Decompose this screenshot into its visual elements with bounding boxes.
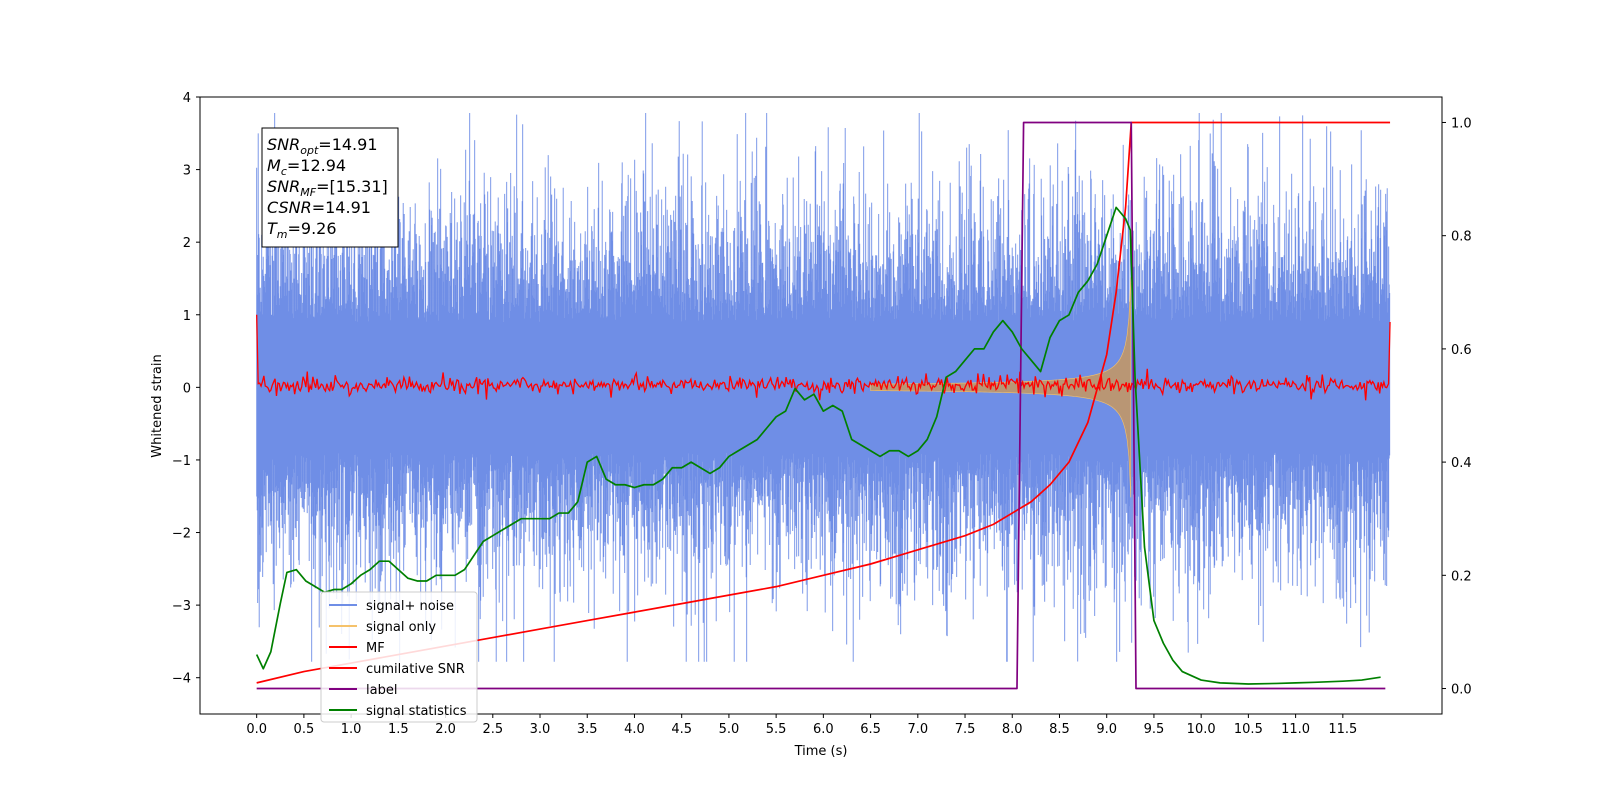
x-tick-label: 9.0: [1096, 722, 1117, 737]
y2-tick-label: 0.0: [1451, 683, 1472, 698]
axes-layer: 0.0 0.5 1.0 1.5 2.0 2.5 3.0 3.5 4.0 4.5 5.0 5.5 6.0 6…: [172, 91, 1472, 737]
stats-line: Tm=9.26: [267, 219, 337, 241]
y-tick-label: −4: [172, 672, 191, 687]
stats-line: SNRopt=14.91: [267, 135, 378, 157]
legend-label: signal statistics: [366, 704, 467, 719]
x-tick-label: 4.5: [671, 722, 692, 737]
series-label: [256, 121, 1386, 690]
series-cumulative-snr: [256, 121, 1391, 684]
x-tick-label: 0.5: [294, 722, 315, 737]
x-axis-label: Time (s): [794, 744, 848, 759]
x-tick-label: 7.0: [907, 722, 928, 737]
x-tick-label: 11.0: [1281, 722, 1310, 737]
x-tick-label: 2.0: [435, 722, 456, 737]
stats-line: SNRMF=[15.31]: [267, 177, 388, 199]
x-tick-label: 3.5: [577, 722, 598, 737]
y2-tick-label: 0.2: [1451, 569, 1472, 584]
y-tick-label: 2: [183, 236, 191, 251]
x-tick-label: 8.5: [1049, 722, 1070, 737]
x-tick-label: 6.5: [860, 722, 881, 737]
y-tick-label: −2: [172, 527, 191, 542]
y2-tick-label: 0.6: [1451, 343, 1472, 358]
legend-label: label: [366, 683, 397, 698]
x-tick-label: 11.5: [1328, 722, 1357, 737]
legend-label: signal+ noise: [366, 599, 454, 614]
y2-tick-label: 0.4: [1451, 456, 1472, 471]
legend-label: cumilative SNR: [366, 662, 465, 677]
x-tick-label: 0.0: [246, 722, 267, 737]
x-tick-label: 10.5: [1234, 722, 1263, 737]
y-tick-label: −3: [172, 599, 191, 614]
y-tick-label: −1: [172, 454, 191, 469]
legend-label: MF: [366, 641, 385, 656]
x-tick-label: 8.0: [1002, 722, 1023, 737]
x-tick-label: 1.5: [388, 722, 409, 737]
x-tick-label: 7.5: [955, 722, 976, 737]
x-tick-label: 6.0: [813, 722, 834, 737]
legend-frame: [320, 591, 478, 723]
x-tick-label: 10.0: [1187, 722, 1216, 737]
series-signal-statistics: [255, 206, 1381, 685]
stats-annotation-box: SNRopt=14.91Mc=12.94SNRMF=[15.31]CSNR=14…: [261, 127, 399, 248]
x-tick-label: 9.5: [1144, 722, 1165, 737]
x-tick-label: 5.0: [719, 722, 740, 737]
y-tick-label: 3: [183, 164, 191, 179]
plot-series-layer: [255, 112, 1391, 690]
series-mf: [256, 314, 1391, 401]
plot-frame: [199, 96, 1443, 715]
x-tick-label: 4.0: [624, 722, 645, 737]
x-tick-label: 1.0: [341, 722, 362, 737]
stats-line: CSNR=14.91: [267, 198, 371, 217]
stats-line: Mc=12.94: [267, 156, 346, 178]
x-tick-label: 2.5: [482, 722, 503, 737]
y2-tick-label: 0.8: [1451, 230, 1472, 245]
series-signal-only: [870, 277, 1132, 498]
legend: signal+ noise signal only MF cumilative SNR…: [320, 591, 478, 723]
legend-label: signal only: [366, 620, 436, 635]
stats-box-frame: [261, 127, 399, 248]
y-tick-label: 0: [183, 381, 191, 396]
y2-tick-label: 1.0: [1451, 116, 1472, 131]
y-tick-label: 1: [183, 309, 191, 324]
x-tick-label: 5.5: [766, 722, 787, 737]
y-tick-label: 4: [183, 91, 191, 106]
y-axis-label: Whitened strain: [150, 354, 165, 457]
x-tick-label: 3.0: [530, 722, 551, 737]
